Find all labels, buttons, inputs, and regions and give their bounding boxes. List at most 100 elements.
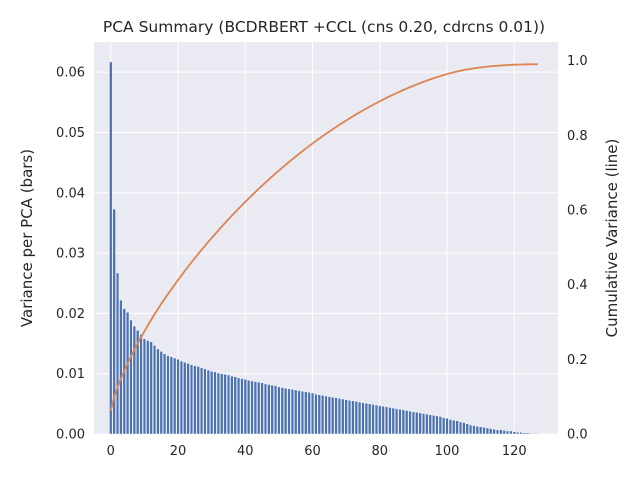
variance-bar xyxy=(341,398,345,435)
x-tick-label: 80 xyxy=(372,444,389,459)
variance-bar xyxy=(324,395,328,435)
variance-bar xyxy=(442,417,446,435)
variance-bar xyxy=(139,334,143,435)
y-left-tick-label: 0.01 xyxy=(56,367,85,382)
variance-bar xyxy=(529,433,533,435)
variance-bar xyxy=(411,411,415,435)
variance-bar xyxy=(405,410,409,435)
x-tick-label: 20 xyxy=(170,444,187,459)
variance-bar xyxy=(522,432,526,435)
variance-bar xyxy=(321,395,325,435)
variance-bar xyxy=(253,381,257,435)
variance-bar xyxy=(337,398,341,435)
variance-bar xyxy=(475,425,479,435)
variance-bar xyxy=(438,416,442,435)
variance-bar xyxy=(112,208,116,435)
variance-bar xyxy=(432,415,436,435)
variance-bar xyxy=(351,400,355,435)
y-right-tick-labels: 0.0 0.2 0.4 0.6 0.8 1.0 xyxy=(567,54,588,442)
variance-bar xyxy=(277,386,281,435)
variance-bar xyxy=(462,422,466,435)
variance-bar xyxy=(220,373,224,435)
variance-bar xyxy=(489,428,493,435)
variance-bar xyxy=(287,388,291,435)
variance-bar xyxy=(327,396,331,435)
variance-bar xyxy=(311,392,315,435)
y-right-tick-label: 1.0 xyxy=(567,54,588,69)
y-left-tick-label: 0.00 xyxy=(56,428,85,443)
variance-bar xyxy=(109,61,113,435)
variance-bar xyxy=(469,424,473,435)
variance-bar xyxy=(223,374,227,435)
variance-bar xyxy=(159,351,163,435)
variance-bar xyxy=(193,365,197,435)
y-left-tick-label: 0.05 xyxy=(56,126,85,141)
variance-bar xyxy=(314,393,318,435)
variance-bar xyxy=(532,433,537,435)
y-left-tick-label: 0.06 xyxy=(56,66,85,81)
variance-bar xyxy=(196,366,200,435)
variance-bar xyxy=(395,408,399,435)
variance-bar xyxy=(499,429,503,435)
variance-bar xyxy=(146,340,150,435)
variance-bar xyxy=(354,401,358,435)
variance-bar xyxy=(142,338,146,435)
variance-bar xyxy=(435,415,439,435)
variance-bar xyxy=(237,377,241,435)
y-right-axis-label: Cumulative Variance (line) xyxy=(603,139,621,338)
variance-bar xyxy=(166,355,170,435)
variance-bar xyxy=(361,402,365,435)
variance-bar xyxy=(485,427,489,435)
variance-bar xyxy=(179,360,183,435)
variance-bar xyxy=(260,382,264,435)
variance-bar xyxy=(374,404,378,435)
y-left-tick-label: 0.04 xyxy=(56,186,85,201)
variance-bar xyxy=(206,369,210,435)
variance-bar xyxy=(300,390,305,435)
y-left-tick-label: 0.02 xyxy=(56,307,85,322)
variance-bar xyxy=(445,418,449,435)
variance-bar xyxy=(415,412,419,435)
chart-title: PCA Summary (BCDRBERT +CCL (cns 0.20, cd… xyxy=(103,18,545,36)
variance-bar xyxy=(506,430,510,435)
variance-bar xyxy=(250,380,254,435)
variance-bar xyxy=(465,423,469,435)
variance-bar xyxy=(519,431,523,435)
variance-bar xyxy=(421,413,426,435)
variance-bar xyxy=(186,363,190,435)
variance-bar xyxy=(391,407,395,435)
variance-bar xyxy=(512,431,516,435)
variance-bar xyxy=(270,384,274,435)
variance-bar xyxy=(536,433,540,435)
variance-bar xyxy=(418,412,422,435)
variance-bar xyxy=(247,380,251,435)
variance-bar xyxy=(479,426,483,435)
variance-bar xyxy=(347,400,352,435)
variance-bar xyxy=(149,341,153,435)
cumulative-variance-line xyxy=(109,63,538,412)
variance-bar xyxy=(331,397,335,435)
y-right-tick-label: 0.0 xyxy=(567,428,588,443)
variance-bar xyxy=(368,403,372,435)
variance-bar xyxy=(509,430,513,435)
variance-bar xyxy=(492,428,496,435)
variance-bar xyxy=(398,409,402,435)
variance-bar xyxy=(516,431,520,435)
y-left-tick-labels: 0.00 0.01 0.02 0.03 0.04 0.05 0.06 xyxy=(56,66,85,443)
variance-bar xyxy=(455,420,459,435)
variance-bar xyxy=(203,368,207,435)
y-right-tick-label: 0.2 xyxy=(567,353,588,368)
variance-bar xyxy=(482,427,486,435)
variance-bar xyxy=(210,371,214,435)
variance-bar xyxy=(274,385,278,435)
variance-bar xyxy=(317,394,321,435)
variance-bar xyxy=(173,357,177,435)
y-left-tick-label: 0.03 xyxy=(56,247,85,262)
variance-bar xyxy=(233,376,237,435)
y-right-tick-label: 0.6 xyxy=(567,204,588,219)
variance-bar xyxy=(132,325,136,435)
variance-bar xyxy=(452,419,456,435)
y-right-tick-label: 0.4 xyxy=(567,278,588,293)
variance-bar xyxy=(156,348,160,435)
